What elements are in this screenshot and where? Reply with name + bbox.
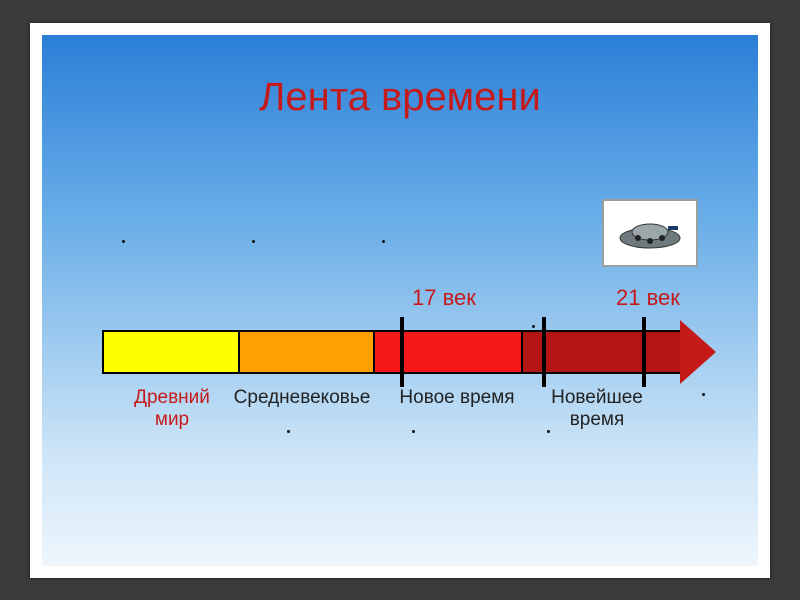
decorative-dot (252, 240, 255, 243)
timeline-segment-medieval (238, 330, 374, 374)
timeline-segment-newtime (373, 330, 521, 374)
decorative-dot (412, 430, 415, 433)
decorative-dot (702, 393, 705, 396)
timeline (102, 330, 718, 374)
illustration-photo (602, 199, 698, 267)
timeline-arrowhead-icon (680, 320, 716, 384)
timeline-tick (400, 317, 404, 387)
timeline-tick (642, 317, 646, 387)
timeline-segment-ancient (102, 330, 238, 374)
century-label: 21 век (616, 285, 680, 311)
decorative-dot (532, 325, 535, 328)
decorative-dot (547, 430, 550, 433)
century-label: 17 век (412, 285, 476, 311)
page-title: Лента времени (42, 75, 758, 120)
era-label: Новейшее время (522, 387, 672, 433)
era-label: Древний мир (112, 387, 232, 433)
era-label: Средневековье (217, 387, 387, 410)
decorative-dot (287, 430, 290, 433)
slide-canvas: Лента времени 17 век 21 век Древний мирСре… (42, 35, 758, 566)
decorative-dot (122, 240, 125, 243)
decorative-dot (382, 240, 385, 243)
era-label: Новое время (372, 387, 542, 410)
spacecraft-icon (610, 208, 690, 258)
slide-frame: Лента времени 17 век 21 век Древний мирСре… (30, 23, 770, 578)
timeline-tick (542, 317, 546, 387)
